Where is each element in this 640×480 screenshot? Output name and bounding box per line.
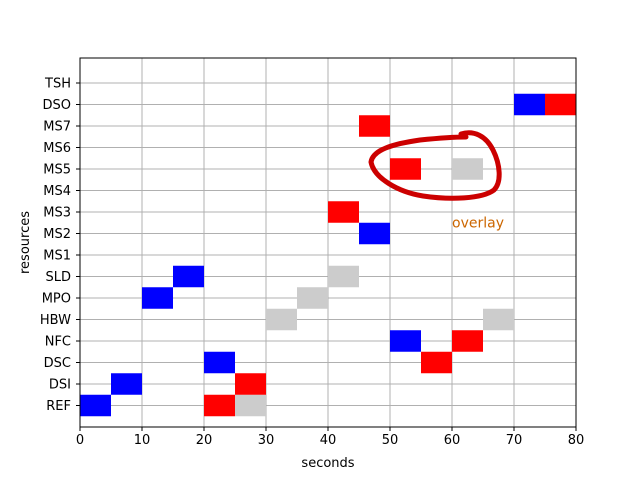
highlight-circle [368, 130, 502, 201]
y-tick-label: MS2 [43, 227, 71, 242]
y-axis-title: resources [18, 211, 33, 274]
y-tick-label: MS5 [43, 163, 71, 178]
block-hbw-gray [266, 308, 297, 331]
block-nfc-blue [390, 330, 421, 352]
y-tick-label: MPO [42, 292, 71, 307]
block-dsi-blue [111, 373, 142, 395]
x-tick-label: 70 [506, 433, 523, 448]
block-ref-red [204, 394, 235, 417]
y-tick-label: TSH [44, 77, 71, 92]
overlay-annotation: overlay [452, 216, 504, 232]
x-tick-label: 60 [444, 433, 461, 448]
block-ms5-red [390, 158, 421, 180]
block-sld-gray [328, 265, 359, 288]
y-tick-label: NFC [45, 335, 71, 350]
resource-blocks [80, 93, 576, 417]
block-nfc-red [452, 330, 483, 352]
block-dso-blue [514, 93, 545, 116]
axis-ticks: 0 10 20 30 40 50 60 70 80 REF DSI DSC NFC HBW MPO SLD MS… [40, 77, 584, 449]
x-tick-label: 10 [134, 433, 151, 448]
block-mpo-gray [297, 287, 328, 309]
x-tick-label: 0 [76, 433, 84, 448]
y-tick-label: DSO [43, 98, 72, 113]
block-dsc-red [421, 351, 452, 374]
block-mpo-blue [142, 287, 173, 309]
y-tick-label: REF [46, 399, 71, 414]
block-ref-gray [235, 394, 266, 417]
x-tick-label: 30 [258, 433, 275, 448]
y-tick-label: HBW [40, 313, 71, 328]
block-ref-blue [80, 394, 111, 417]
y-tick-label: DSC [44, 356, 71, 371]
block-ms3-red [328, 201, 359, 223]
grid-lines [79, 58, 577, 427]
annotation-layer: overlay [368, 130, 504, 232]
x-tick-label: 40 [320, 433, 337, 448]
y-tick-label: DSI [49, 378, 71, 393]
x-tick-label: 80 [568, 433, 585, 448]
y-tick-label: MS7 [43, 120, 71, 135]
y-tick-label: MS1 [43, 249, 71, 264]
y-tick-label: MS6 [43, 141, 71, 156]
x-tick-label: 20 [196, 433, 213, 448]
block-dso-red [545, 93, 576, 116]
block-ms5-gray [452, 158, 483, 180]
x-tick-label: 50 [382, 433, 399, 448]
y-tick-label: MS3 [43, 206, 71, 221]
block-dsc-blue [204, 351, 235, 374]
x-axis-title: seconds [301, 456, 354, 471]
y-tick-label: MS4 [43, 184, 71, 199]
block-dsi-red [235, 373, 266, 395]
y-tick-label: SLD [45, 270, 71, 285]
block-hbw-gray [483, 308, 514, 331]
block-ms7-red [359, 115, 390, 137]
block-ms2-blue [359, 222, 390, 245]
block-sld-blue [173, 265, 204, 288]
